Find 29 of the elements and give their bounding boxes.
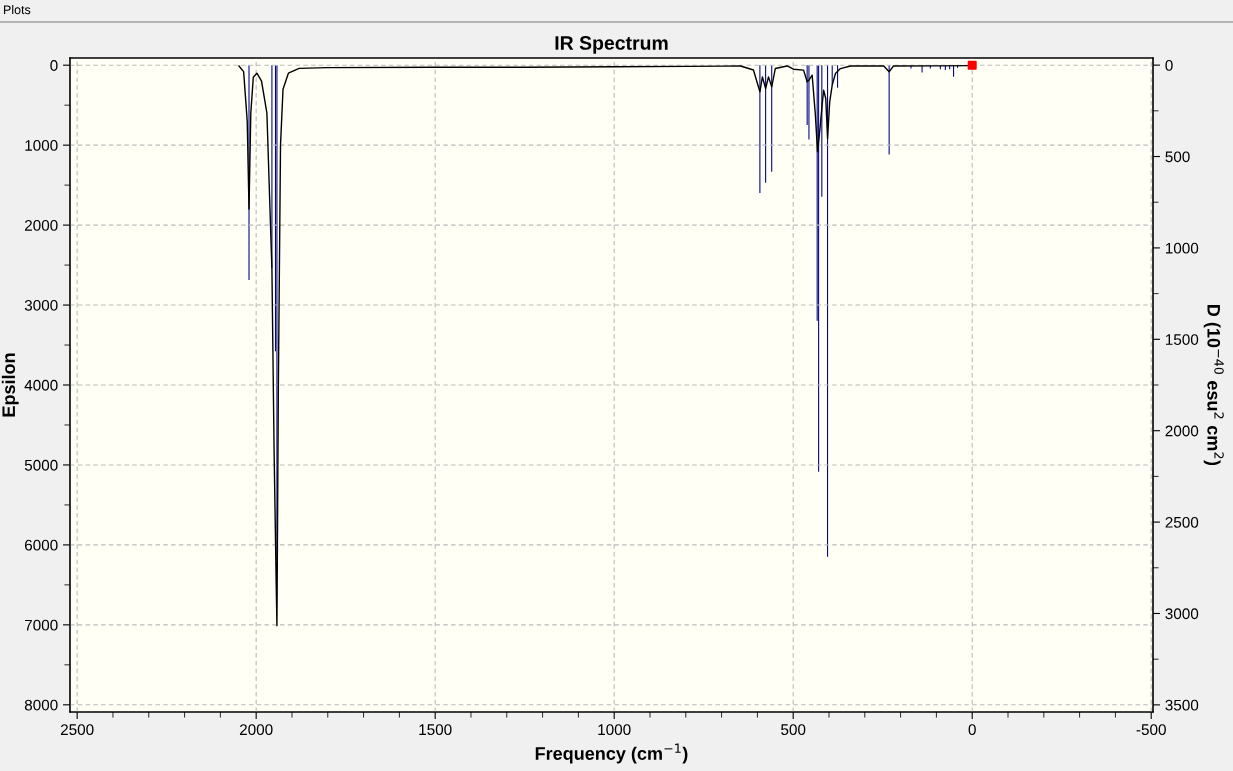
y-tick-label: 5000 [24,459,58,471]
y-tick-label: 7000 [24,619,58,631]
y2-tick-label: 0 [1165,60,1173,71]
y2-tick-label: 1500 [1165,334,1199,345]
x-tick-label: 2000 [239,724,273,736]
y2-tick-label: 3500 [1165,699,1199,711]
x-tick-label: 0 [968,724,976,736]
x-tick-label: 2500 [60,724,94,736]
y-axis-title: Epsilon [1,353,19,417]
y2-tick-label: 3000 [1165,608,1199,620]
x-tick-label: -500 [1136,724,1166,736]
y-tick-label: 8000 [24,699,58,711]
y-tick-label: 3000 [24,299,58,311]
y-tick-label: 0 [50,60,58,71]
y2-tick-label: 1000 [1165,242,1199,254]
y-tick-label: 2000 [24,219,58,231]
y2-tick-label: 500 [1165,151,1190,163]
x-tick-label: 1000 [598,724,631,736]
y2-tick-label: 2500 [1165,516,1199,528]
y2-axis-title: D (10$^{−40}$ esu$^{2}$ cm$^{2}$) [1203,305,1224,466]
x-tick-label: 1500 [419,724,452,736]
y-tick-label: 1000 [25,140,58,151]
y-tick-label: 6000 [24,539,58,551]
text: Plots [4,5,31,15]
chart-title: IR Spectrum [555,36,668,54]
y2-tick-label: 2000 [1165,425,1199,437]
x-tick-label: 500 [781,724,806,736]
x-axis-title: Frequency (cm$^{−1}$) [535,743,688,764]
y-tick-label: 4000 [24,379,58,391]
